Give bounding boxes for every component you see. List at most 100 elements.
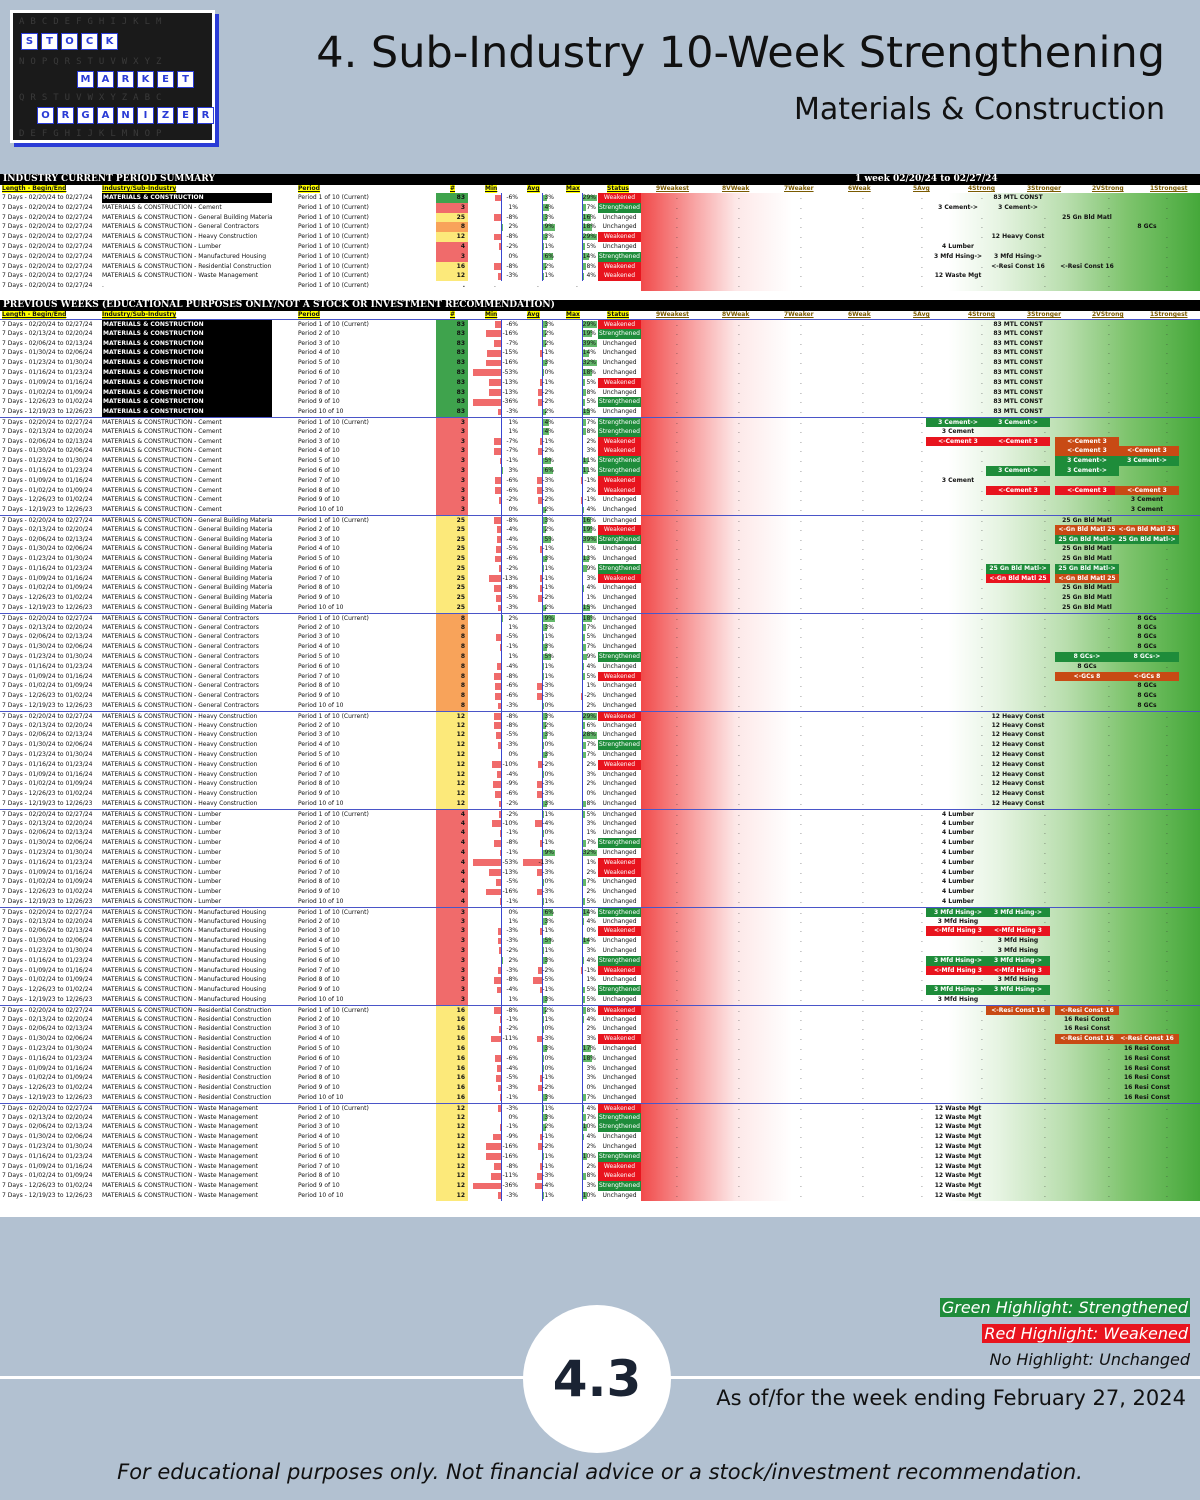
rank-label: <-Cement 3	[1115, 446, 1179, 457]
empty-rank-dot: .	[676, 506, 678, 514]
min-value-bar	[486, 888, 501, 896]
min-value-value: 0%	[508, 751, 518, 759]
table-row: 7 Days - 02/20/24 to 02/27/24 MATERIALS &…	[0, 271, 1200, 282]
empty-rank-dot: .	[981, 731, 983, 739]
empty-rank-dot: .	[1166, 810, 1168, 818]
rank-label: <-Cement 3	[1055, 446, 1119, 457]
empty-rank-dot: .	[738, 692, 740, 700]
empty-rank-dot: .	[800, 388, 802, 396]
period-label: Period 10 of 10	[298, 702, 344, 710]
stock-count: 16	[436, 1053, 468, 1064]
min-value: 0%	[471, 1112, 519, 1123]
avg-value-bar	[542, 722, 546, 729]
avg-value-value: -3%	[542, 888, 554, 896]
table-row: 7 Days - 01/23/24 to 01/30/24 MATERIALS &…	[0, 652, 1200, 662]
period-label: Period 6 of 10	[298, 956, 340, 964]
empty-rank-dot: .	[1044, 525, 1046, 533]
avg-value-value: -1%	[542, 349, 554, 357]
avg-value: 0%	[521, 367, 555, 378]
table-row: 7 Days - 02/20/24 to 02/27/24 MATERIALS &…	[0, 318, 1200, 329]
avg-value-value: 3%	[544, 623, 554, 631]
period-label: Period 7 of 10	[298, 672, 340, 680]
table-row: 7 Days - 01/30/24 to 02/06/24 MATERIALS &…	[0, 838, 1200, 848]
industry-name: MATERIALS & CONSTRUCTION - Waste Managem…	[102, 1113, 259, 1121]
axis-line	[542, 319, 544, 329]
empty-rank-dot: .	[1166, 731, 1168, 739]
max-value: 18%	[557, 1053, 597, 1064]
status-badge: Unchanged	[602, 555, 637, 563]
status-badge: Weakened	[598, 436, 641, 447]
column-header: #	[450, 310, 456, 319]
industry-name: MATERIALS & CONSTRUCTION - Cement	[102, 496, 222, 504]
empty-rank-dot: .	[862, 731, 864, 739]
empty-rank-dot: .	[981, 320, 983, 328]
rank-label: <-Mfd Hsing 3	[926, 965, 990, 976]
axis-line	[581, 848, 583, 858]
avg-value-value: -2%	[542, 594, 554, 602]
empty-rank-dot: .	[800, 427, 802, 435]
axis-line	[542, 887, 544, 897]
empty-rank-dot: .	[921, 223, 923, 231]
min-value-bar	[473, 369, 501, 377]
axis-line	[542, 838, 544, 848]
avg-value-value: -1%	[542, 1074, 554, 1082]
avg-value-value: 4%	[544, 418, 554, 426]
empty-rank-dot: .	[981, 1084, 983, 1092]
max-value: 18%	[557, 367, 597, 378]
empty-rank-dot: .	[981, 604, 983, 612]
avg-value: 9%	[521, 613, 555, 623]
avg-value-value: 3%	[544, 956, 554, 964]
min-value-bar	[486, 1153, 501, 1160]
empty-rank-dot: .	[1108, 643, 1110, 651]
empty-rank-dot: .	[981, 457, 983, 465]
status-badge: Unchanged	[602, 349, 637, 357]
status-badge: Weakened	[598, 271, 641, 282]
rank-label: 3 Mfd Hsing->	[994, 252, 1042, 260]
empty-rank-dot: .	[676, 1191, 678, 1199]
empty-rank-dot: .	[1108, 496, 1110, 504]
min-value: -8%	[471, 212, 519, 223]
empty-rank-dot: .	[921, 584, 923, 592]
axis-line	[500, 377, 502, 388]
table-row: 7 Days - 01/09/24 to 01/16/24 MATERIALS &…	[0, 769, 1200, 780]
empty-rank-dot: .	[1044, 282, 1046, 290]
empty-rank-dot: .	[1166, 339, 1168, 347]
empty-rank-dot: .	[862, 359, 864, 367]
avg-value: 2%	[521, 338, 555, 349]
max-value: 2%	[557, 701, 597, 711]
status-badge: Strengthened	[598, 1151, 641, 1162]
empty-rank-dot: .	[800, 682, 802, 690]
strength-rank-band: ........ 83 MTL CONST	[641, 358, 1200, 368]
period-length: 7 Days - 01/16/24 to 01/23/24	[2, 1054, 93, 1062]
period-length: 7 Days - 12/19/23 to 12/26/23	[2, 408, 93, 416]
empty-rank-dot: .	[1108, 927, 1110, 935]
min-value-value: -16%	[502, 888, 518, 896]
empty-rank-dot: .	[800, 1035, 802, 1043]
empty-rank-dot: .	[862, 1172, 864, 1180]
axis-line	[500, 955, 502, 966]
max-value-value: -1%	[584, 966, 596, 974]
empty-rank-dot: .	[1108, 242, 1110, 250]
avg-value-bar	[542, 1123, 546, 1131]
status-badge: Strengthened	[598, 563, 641, 574]
empty-rank-dot: .	[1108, 1133, 1110, 1141]
min-value-bar	[498, 565, 501, 573]
axis-line	[542, 1171, 544, 1182]
period-label: Period 7 of 10	[298, 1064, 340, 1072]
empty-rank-dot: .	[1044, 555, 1046, 563]
empty-rank-dot: .	[738, 388, 740, 396]
stock-count: 3	[436, 456, 468, 466]
axis-line	[542, 809, 544, 819]
avg-value-bar	[536, 692, 543, 700]
stock-count: 3	[436, 975, 468, 986]
empty-rank-dot: .	[800, 525, 802, 533]
min-value-value: -1%	[506, 829, 518, 837]
max-value: 28%	[557, 730, 597, 741]
empty-rank-dot: .	[800, 858, 802, 866]
empty-rank-dot: .	[1044, 427, 1046, 435]
table-row: 7 Days - 12/19/23 to 12/26/23 MATERIALS &…	[0, 407, 1200, 417]
axis-line	[542, 232, 544, 242]
max-value-value: 5%	[586, 995, 596, 1003]
empty-rank-dot: .	[981, 633, 983, 641]
column-header: 2VStrong	[1092, 310, 1124, 318]
